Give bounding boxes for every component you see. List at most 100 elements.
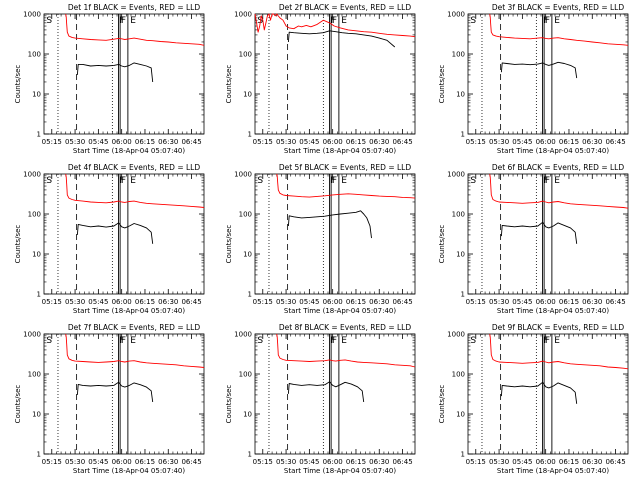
x-tick-label: 06:45 (392, 138, 412, 146)
plot-frame (43, 333, 205, 455)
series-lld-line (276, 333, 416, 368)
x-tick-label: 05:30 (489, 458, 509, 466)
marker-label-e: E (554, 176, 560, 186)
x-tick-label: 06:30 (158, 138, 178, 146)
y-tick-label: 10 (456, 411, 465, 419)
series-events-line (500, 221, 578, 244)
x-tick-label: 05:30 (276, 458, 296, 466)
plot-frame (43, 13, 205, 135)
x-tick-label: 06:15 (346, 458, 366, 466)
x-tick-label: 06:00 (323, 298, 343, 306)
x-axis-label: Start Time (18-Apr-04 05:07:40) (73, 307, 185, 315)
x-tick-label: 06:15 (346, 298, 366, 306)
marker-label-f: F (330, 176, 335, 186)
chart-panel-6: Det 6f BLACK = Events, RED = LLD 1 10 100 10… (438, 163, 629, 315)
marker-label-f: F (121, 336, 126, 346)
y-tick-label: 10 (32, 91, 41, 99)
x-tick-label: 06:00 (536, 458, 556, 466)
x-tick-label: 06:15 (135, 458, 155, 466)
series-lld-line (65, 333, 205, 368)
x-tick-label: 06:45 (392, 298, 412, 306)
x-axis-label: Start Time (18-Apr-04 05:07:40) (497, 147, 609, 155)
x-tick-label: 05:15 (466, 138, 486, 146)
x-tick-label: 05:30 (65, 458, 85, 466)
series-events-line (76, 222, 154, 244)
x-tick-label: 06:45 (181, 458, 201, 466)
marker-label-f: F (545, 176, 550, 186)
x-axis-label: Start Time (18-Apr-04 05:07:40) (284, 307, 396, 315)
series-events-line (76, 62, 154, 83)
x-tick-label: 06:00 (536, 298, 556, 306)
marker-label-f: F (332, 336, 337, 346)
y-axis-label: Counts/sec (438, 385, 446, 424)
y-tick-label: 1 (461, 291, 465, 299)
x-tick-label: 06:30 (158, 458, 178, 466)
plot-frame (467, 13, 629, 135)
x-tick-label: 06:30 (158, 298, 178, 306)
x-tick-label: 05:30 (65, 298, 85, 306)
series-lld-line (254, 13, 416, 38)
y-tick-label: 10 (243, 91, 252, 99)
y-tick-label: 1000 (447, 171, 465, 179)
marker-label-s: S (46, 336, 52, 346)
y-tick-label: 1000 (234, 11, 252, 19)
x-tick-label: 06:15 (559, 298, 579, 306)
x-tick-label: 05:30 (489, 298, 509, 306)
y-tick-label: 100 (239, 51, 252, 59)
x-tick-label: 05:45 (512, 458, 532, 466)
y-tick-label: 10 (243, 251, 252, 259)
chart-title: Det 8f BLACK = Events, RED = LLD (279, 323, 412, 332)
y-tick-label: 1 (37, 291, 41, 299)
marker-label-f: F (330, 336, 335, 346)
chart-panel-5: Det 5f BLACK = Events, RED = LLD 1 10 100 10… (225, 163, 416, 315)
chart-panel-3: Det 3f BLACK = Events, RED = LLD 1 10 100 10… (438, 3, 629, 155)
marker-label-f: F (119, 336, 124, 346)
x-tick-label: 05:15 (253, 298, 273, 306)
x-tick-label: 05:30 (276, 138, 296, 146)
y-tick-label: 1 (461, 451, 465, 459)
y-tick-label: 10 (243, 411, 252, 419)
x-tick-label: 05:45 (88, 138, 108, 146)
x-tick-label: 06:15 (346, 138, 366, 146)
x-tick-label: 06:15 (135, 138, 155, 146)
plot-frame (254, 173, 416, 295)
y-tick-label: 100 (452, 211, 465, 219)
x-tick-label: 06:45 (392, 458, 412, 466)
x-tick-label: 06:30 (369, 458, 389, 466)
y-tick-label: 100 (28, 51, 41, 59)
y-tick-label: 1 (248, 451, 252, 459)
plot-frame (467, 333, 629, 455)
series-events-line (500, 61, 578, 79)
series-lld-line (276, 173, 416, 199)
marker-label-f: F (119, 176, 124, 186)
chart-title: Det 1f BLACK = Events, RED = LLD (68, 3, 201, 12)
y-tick-label: 100 (452, 371, 465, 379)
x-tick-label: 06:45 (605, 298, 625, 306)
chart-panel-9: Det 9f BLACK = Events, RED = LLD 1 10 100 10… (438, 323, 629, 475)
series-events-line (287, 210, 372, 239)
series-lld-line (65, 13, 205, 46)
y-tick-label: 10 (32, 411, 41, 419)
y-axis-label: Counts/sec (14, 385, 22, 424)
x-tick-label: 05:15 (42, 298, 62, 306)
chart-panel-7: Det 7f BLACK = Events, RED = LLD 1 10 100 10… (14, 323, 205, 475)
x-tick-label: 06:45 (605, 458, 625, 466)
chart-title: Det 2f BLACK = Events, RED = LLD (279, 3, 412, 12)
x-tick-label: 06:30 (369, 138, 389, 146)
marker-label-e: E (130, 176, 136, 186)
x-tick-label: 06:00 (323, 458, 343, 466)
x-tick-label: 05:45 (88, 458, 108, 466)
chart-panel-1: Det 1f BLACK = Events, RED = LLD 1 10 100 10… (14, 3, 205, 155)
x-axis-label: Start Time (18-Apr-04 05:07:40) (284, 467, 396, 475)
x-tick-label: 06:45 (605, 138, 625, 146)
marker-label-e: E (554, 16, 560, 26)
series-events-line (287, 381, 365, 403)
chart-panel-4: Det 4f BLACK = Events, RED = LLD 1 10 100 10… (14, 163, 205, 315)
marker-label-f: F (121, 176, 126, 186)
series-events-line (287, 30, 396, 48)
x-tick-label: 06:30 (582, 298, 602, 306)
x-tick-label: 05:30 (65, 138, 85, 146)
marker-label-e: E (341, 16, 347, 26)
x-tick-label: 06:00 (323, 138, 343, 146)
